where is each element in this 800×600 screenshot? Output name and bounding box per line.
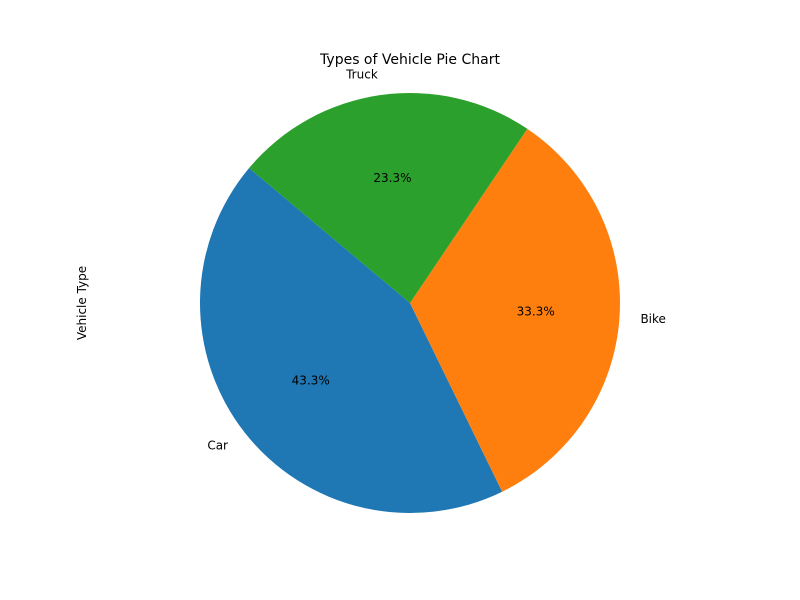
chart-title: Types of Vehicle Pie Chart [319, 52, 500, 68]
slice-percent-bike: 33.3% [517, 305, 555, 319]
slice-label-car: Car [207, 438, 228, 452]
y-axis-label: Vehicle Type [75, 266, 89, 340]
pie-labels: Car 43.3% Bike 33.3% Truck 23.3% [207, 67, 666, 452]
slice-percent-truck: 23.3% [373, 171, 411, 185]
pie-slice-bike [410, 128, 620, 492]
slice-label-truck: Truck [345, 67, 378, 81]
pie-slice-truck [249, 93, 528, 303]
slice-percent-car: 43.3% [292, 374, 330, 388]
pie-slices [200, 93, 620, 514]
pie-slice-car [200, 168, 503, 514]
slice-label-bike: Bike [640, 312, 665, 326]
